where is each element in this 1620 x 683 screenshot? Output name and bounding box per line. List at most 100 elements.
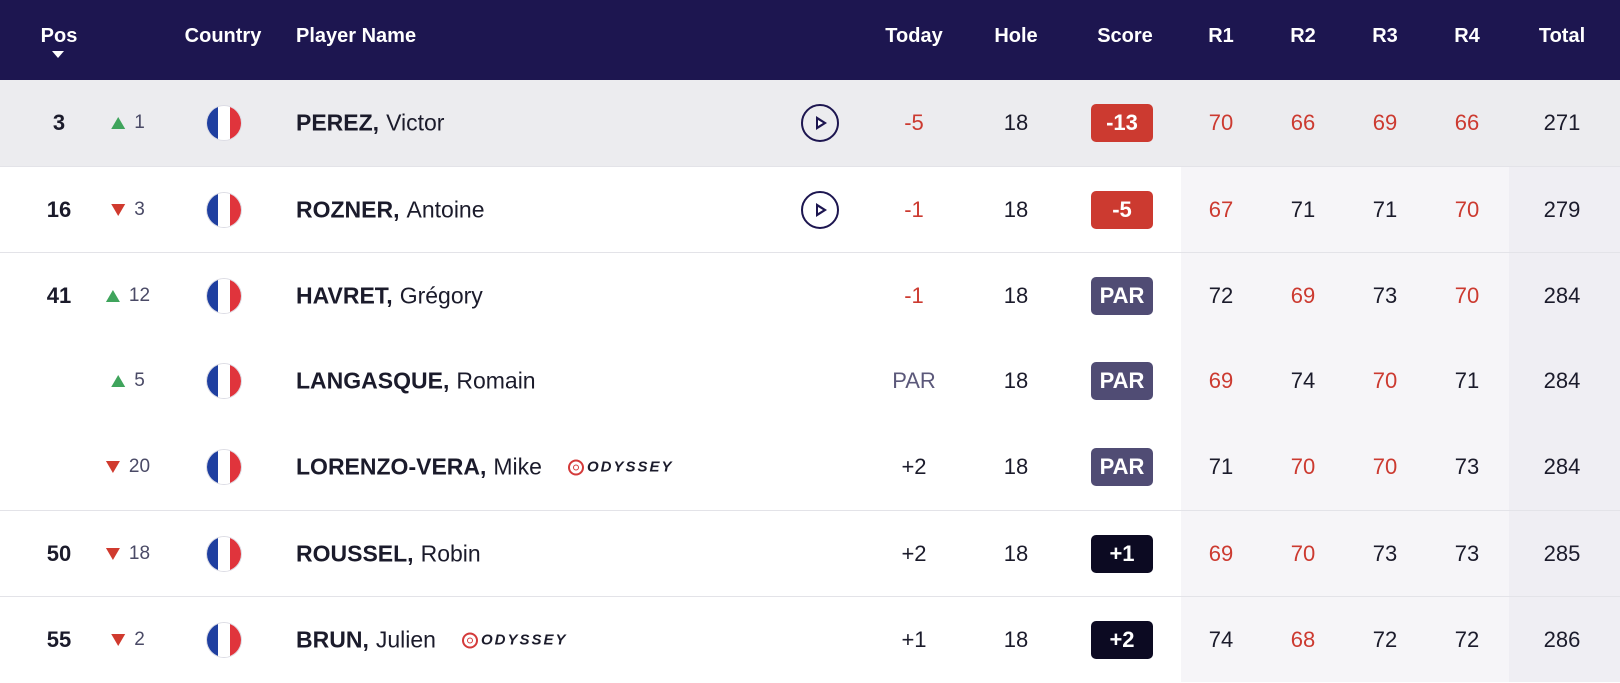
today-score: -1 <box>904 197 924 222</box>
header-r3: R3 <box>1372 25 1398 47</box>
arrow-up-icon <box>105 290 120 302</box>
table-row[interactable]: 5 LANGASQUE, Romain PAR 18 PAR 69 74 70 71 284 <box>0 338 1620 424</box>
round-4-score: 66 <box>1454 110 1480 135</box>
player-name[interactable]: HAVRET, Grégory <box>296 283 483 310</box>
position-movement: 5 <box>111 370 145 392</box>
header-pos[interactable]: Pos <box>40 25 78 47</box>
hole: 18 <box>1003 197 1029 222</box>
hole: 18 <box>1003 368 1029 393</box>
header-country: Country <box>184 25 262 47</box>
round-4-score: 70 <box>1454 283 1480 308</box>
header-r4: R4 <box>1454 25 1480 47</box>
round-1-score: 71 <box>1208 454 1234 479</box>
rounds-column-background <box>1181 80 1509 682</box>
player-last-name: LANGASQUE, <box>296 367 450 394</box>
sponsor-name: ODYSSEY <box>586 458 674 476</box>
odyssey-logo-icon <box>461 632 478 648</box>
position-movement: 1 <box>111 112 145 134</box>
round-4-score: 73 <box>1454 541 1480 566</box>
france-flag-icon <box>207 279 241 313</box>
total-score: 284 <box>1543 283 1581 308</box>
position: 41 <box>46 283 72 308</box>
position-movement: 20 <box>105 456 150 478</box>
header-score: Score <box>1097 25 1153 47</box>
round-3-score: 69 <box>1372 110 1398 135</box>
header-today: Today <box>885 25 943 47</box>
play-video-icon[interactable] <box>801 191 839 229</box>
score-badge: PAR <box>1091 277 1153 315</box>
today-score: -1 <box>904 283 924 308</box>
round-4-score: 73 <box>1454 454 1480 479</box>
round-1-score: 70 <box>1208 110 1234 135</box>
round-1-score: 72 <box>1208 283 1234 308</box>
hole: 18 <box>1003 541 1029 566</box>
player-last-name: ROZNER, <box>296 196 400 223</box>
sponsor-logo: ODYSSEY <box>567 458 674 476</box>
hole: 18 <box>1003 110 1029 135</box>
player-last-name: LORENZO-VERA, <box>296 453 487 480</box>
player-name[interactable]: PEREZ, Victor <box>296 110 444 137</box>
round-3-score: 72 <box>1372 627 1398 652</box>
today-score: +2 <box>901 541 927 566</box>
round-1-score: 69 <box>1208 541 1234 566</box>
table-row[interactable]: 50 18 ROUSSEL, Robin +2 18 +1 69 70 73 73 285 <box>0 510 1620 597</box>
sponsor-logo: ODYSSEY <box>461 631 568 649</box>
player-last-name: HAVRET, <box>296 282 393 309</box>
position: 3 <box>52 110 66 135</box>
france-flag-icon <box>207 537 241 571</box>
france-flag-icon <box>207 623 241 657</box>
total-column-background <box>1509 80 1620 682</box>
player-name[interactable]: BRUN, Julien ODYSSEY <box>296 627 567 654</box>
round-1-score: 67 <box>1208 197 1234 222</box>
movement-value: 1 <box>134 112 145 133</box>
player-first-name: Mike <box>493 453 542 480</box>
round-4-score: 70 <box>1454 197 1480 222</box>
round-1-score: 69 <box>1208 368 1234 393</box>
total-score: 284 <box>1543 368 1581 393</box>
position: 55 <box>46 627 72 652</box>
player-name[interactable]: LANGASQUE, Romain <box>296 368 536 395</box>
sponsor-name: ODYSSEY <box>480 631 568 649</box>
hole: 18 <box>1003 627 1029 652</box>
score-badge: PAR <box>1091 448 1153 486</box>
today-score: PAR <box>892 368 936 393</box>
player-name[interactable]: ROZNER, Antoine <box>296 197 485 224</box>
player-last-name: ROUSSEL, <box>296 540 414 567</box>
france-flag-icon <box>207 364 241 398</box>
round-4-score: 72 <box>1454 627 1480 652</box>
total-score: 285 <box>1543 541 1581 566</box>
position: 50 <box>46 541 72 566</box>
arrow-down-icon <box>111 204 126 216</box>
player-first-name: Julien <box>375 626 436 653</box>
table-row[interactable]: 16 3 ROZNER, Antoine -1 18 -5 67 71 71 70 279 <box>0 166 1620 253</box>
round-2-score: 66 <box>1290 110 1316 135</box>
total-score: 271 <box>1543 110 1581 135</box>
play-video-icon[interactable] <box>801 104 839 142</box>
round-2-score: 74 <box>1290 368 1316 393</box>
today-score: -5 <box>904 110 924 135</box>
round-2-score: 69 <box>1290 283 1316 308</box>
total-score: 279 <box>1543 197 1581 222</box>
table-row[interactable]: 3 1 PEREZ, Victor -5 18 -13 70 66 69 66 271 <box>0 80 1620 166</box>
position-movement: 3 <box>111 199 145 221</box>
movement-value: 18 <box>128 543 151 564</box>
table-row[interactable]: 20 LORENZO-VERA, Mike ODYSSEY +2 18 PAR 71 70 70 7… <box>0 424 1620 510</box>
score-badge: PAR <box>1091 362 1153 400</box>
table-row[interactable]: 41 12 HAVRET, Grégory -1 18 PAR 72 69 73 70 284 <box>0 252 1620 339</box>
round-2-score: 71 <box>1290 197 1316 222</box>
player-first-name: Grégory <box>399 282 483 309</box>
player-name[interactable]: LORENZO-VERA, Mike ODYSSEY <box>296 454 673 481</box>
table-row[interactable]: 55 2 BRUN, Julien ODYSSEY +1 18 +2 74 68 72 72 286 <box>0 596 1620 683</box>
position-movement: 18 <box>105 543 151 565</box>
france-flag-icon <box>207 106 241 140</box>
caret-down-icon[interactable] <box>52 51 64 58</box>
arrow-down-icon <box>111 634 126 646</box>
round-3-score: 73 <box>1372 541 1398 566</box>
score-badge: -13 <box>1091 104 1153 142</box>
player-name[interactable]: ROUSSEL, Robin <box>296 541 481 568</box>
round-1-score: 74 <box>1208 627 1234 652</box>
arrow-up-icon <box>111 375 126 387</box>
france-flag-icon <box>207 193 241 227</box>
round-4-score: 71 <box>1454 368 1480 393</box>
position-movement: 12 <box>105 285 150 307</box>
